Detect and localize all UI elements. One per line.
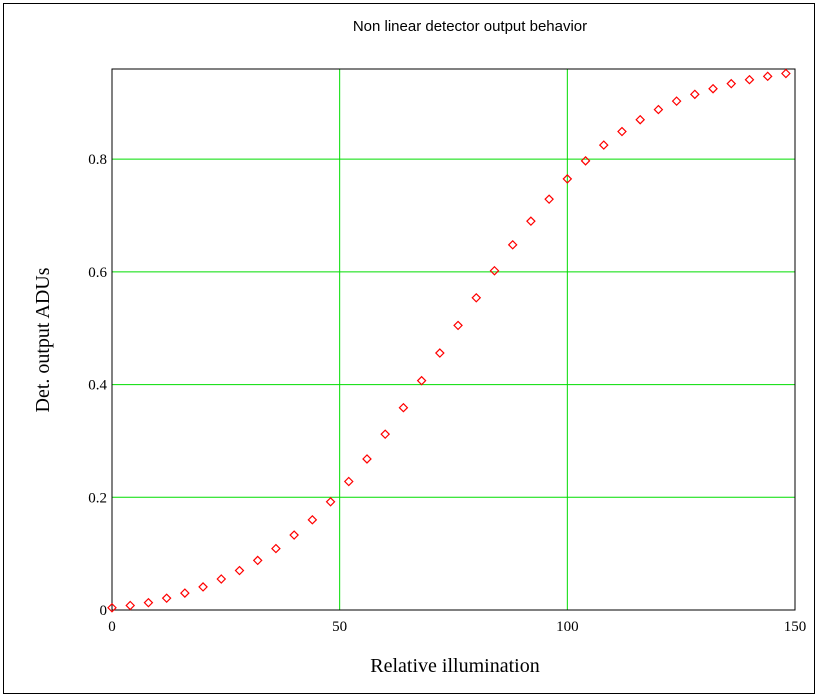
y-tick-labels: 0 0.2 0.4 0.6 0.8 (88, 152, 107, 619)
data-point-marker (762, 71, 773, 82)
x-tick-label: 0 (108, 619, 116, 635)
x-tick-label: 50 (332, 619, 347, 635)
data-point-marker (781, 68, 791, 79)
data-point-marker (180, 588, 190, 598)
data-point-marker (744, 74, 755, 85)
x-tick-labels: 0 50 100 150 (108, 619, 806, 635)
data-point-marker (125, 600, 136, 611)
data-point-marker (544, 194, 554, 205)
data-point-marker (380, 429, 391, 440)
data-point-marker (453, 320, 463, 331)
data-point-marker (416, 375, 427, 386)
data-point-marker (216, 574, 227, 584)
data-point-marker (325, 496, 336, 507)
data-point-marker (507, 239, 518, 250)
data-point-marker (689, 89, 700, 100)
data-point-marker (526, 216, 536, 227)
y-axis-label: Det. output ADUs (32, 267, 54, 412)
chart-title: Non linear detector output behavior (353, 18, 587, 35)
data-point-marker (708, 83, 718, 94)
data-points (107, 68, 791, 613)
x-tick-label: 100 (556, 619, 579, 635)
plot-area (111, 68, 796, 611)
y-tick-label: 0.6 (88, 265, 107, 281)
data-point-marker (143, 597, 154, 608)
data-point-marker (289, 530, 299, 540)
data-point-marker (671, 96, 682, 106)
data-point-marker (252, 555, 263, 566)
data-point-marker (161, 593, 172, 604)
y-tick-label: 0.2 (88, 490, 107, 506)
data-point-marker (489, 265, 500, 276)
data-point-marker (726, 78, 737, 89)
x-tick-label: 150 (784, 619, 807, 635)
y-tick-label: 0.8 (88, 152, 107, 168)
grid-lines (112, 69, 795, 610)
chart-frame (3, 3, 815, 694)
data-point-marker (362, 454, 372, 464)
data-point-marker (107, 602, 117, 613)
data-point-marker (635, 114, 646, 125)
data-point-marker (398, 402, 409, 413)
data-point-marker (234, 565, 245, 576)
data-point-marker (653, 104, 664, 115)
data-point-marker (598, 140, 609, 150)
y-tick-label: 0.4 (88, 378, 107, 394)
y-tick-label: 0 (100, 603, 108, 619)
data-point-marker (307, 514, 318, 525)
data-point-marker (580, 156, 591, 166)
data-point-marker (343, 476, 354, 487)
data-point-marker (471, 292, 482, 303)
data-point-marker (198, 582, 208, 592)
data-point-marker (562, 174, 573, 184)
x-axis-label: Relative illumination (370, 655, 539, 677)
data-point-marker (271, 543, 281, 554)
data-point-marker (617, 126, 627, 137)
data-point-marker (434, 348, 445, 358)
